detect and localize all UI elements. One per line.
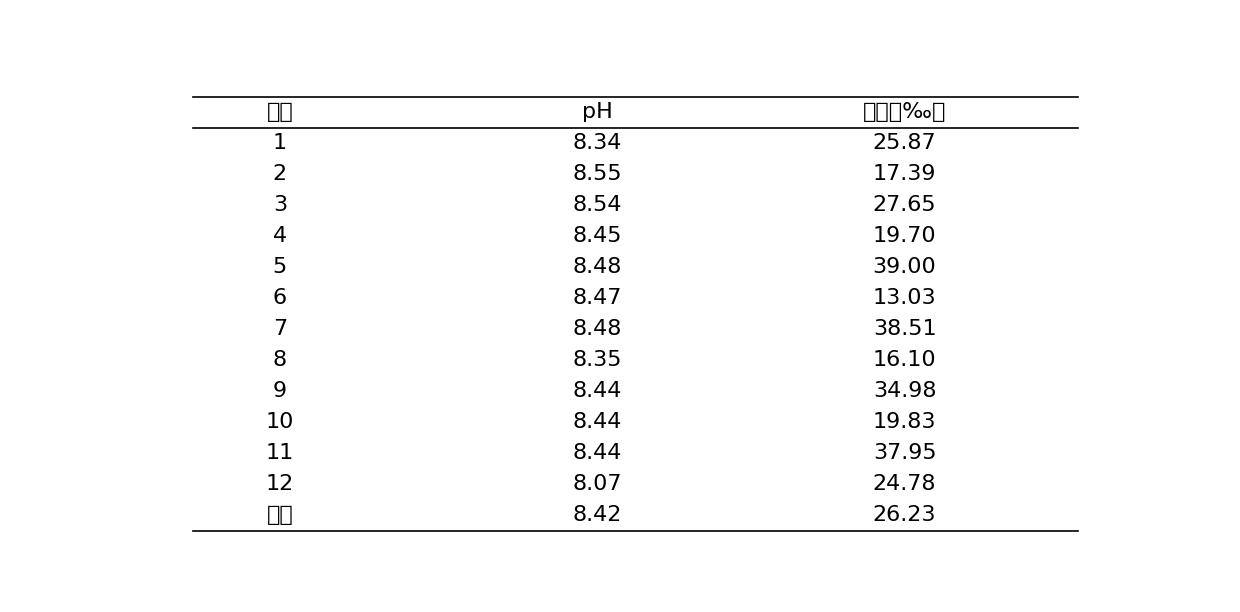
Text: pH: pH [582,102,613,122]
Text: 5: 5 [273,257,286,277]
Text: 25.87: 25.87 [873,133,936,154]
Text: 8.54: 8.54 [573,195,621,215]
Text: 26.23: 26.23 [873,505,936,525]
Text: 8.07: 8.07 [573,474,621,494]
Text: 27.65: 27.65 [873,195,936,215]
Text: 3: 3 [273,195,286,215]
Text: 8.44: 8.44 [573,381,621,401]
Text: 19.83: 19.83 [873,412,936,432]
Text: 8.42: 8.42 [573,505,621,525]
Text: 9: 9 [273,381,286,401]
Text: 13.03: 13.03 [873,288,936,308]
Text: 38.51: 38.51 [873,319,936,339]
Text: 19.70: 19.70 [873,226,936,247]
Text: 点位: 点位 [267,102,294,122]
Text: 1: 1 [273,133,286,154]
Text: 6: 6 [273,288,286,308]
Text: 34.98: 34.98 [873,381,936,401]
Text: 8: 8 [273,350,286,370]
Text: 16.10: 16.10 [873,350,936,370]
Text: 4: 4 [273,226,286,247]
Text: 8.55: 8.55 [572,165,622,184]
Text: 8.45: 8.45 [573,226,621,247]
Text: 10: 10 [265,412,294,432]
Text: 17.39: 17.39 [873,165,936,184]
Text: 37.95: 37.95 [873,443,936,463]
Text: 8.44: 8.44 [573,443,621,463]
Text: 平均: 平均 [267,505,294,525]
Text: 2: 2 [273,165,286,184]
Text: 24.78: 24.78 [873,474,936,494]
Text: 8.44: 8.44 [573,412,621,432]
Text: 8.35: 8.35 [573,350,621,370]
Text: 11: 11 [265,443,294,463]
Text: 8.48: 8.48 [573,257,621,277]
Text: 8.34: 8.34 [573,133,621,154]
Text: 7: 7 [273,319,286,339]
Text: 8.48: 8.48 [573,319,621,339]
Text: 39.00: 39.00 [873,257,936,277]
Text: 12: 12 [265,474,294,494]
Text: 8.47: 8.47 [573,288,621,308]
Text: 全盐（‰）: 全盐（‰） [863,102,946,122]
